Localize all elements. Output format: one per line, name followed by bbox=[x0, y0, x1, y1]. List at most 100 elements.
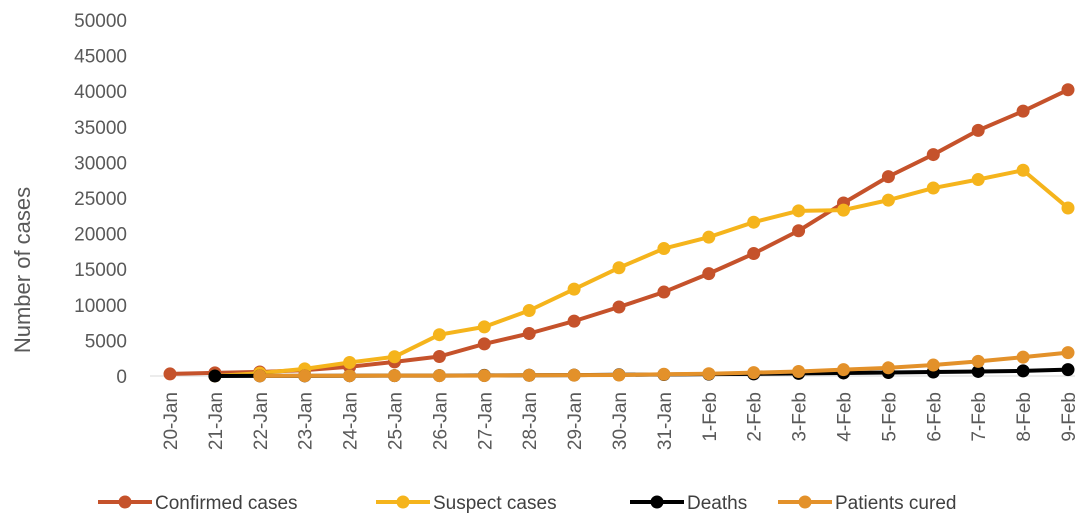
data-point bbox=[837, 363, 850, 377]
data-point bbox=[1061, 201, 1075, 215]
x-tick-label: 8-Feb bbox=[1014, 392, 1035, 442]
x-tick-label: 3-Feb bbox=[790, 392, 811, 442]
x-tick-label: 24-Jan bbox=[341, 392, 362, 450]
data-point bbox=[432, 328, 446, 342]
legend-item: Patients cured bbox=[778, 493, 956, 514]
x-tick-label: 31-Jan bbox=[655, 392, 676, 450]
y-axis-ticks: 0 5000 10000 15000 20000 25000 30000 35000 40000… bbox=[74, 11, 127, 388]
legend-item: Deaths bbox=[630, 493, 747, 514]
y-tick-label: 45000 bbox=[74, 47, 127, 68]
x-axis-ticks: 20-Jan 21-Jan 22-Jan 23-Jan 24-Jan 25-Jan 26-J… bbox=[161, 392, 1080, 450]
data-point bbox=[926, 181, 940, 195]
legend-label: Suspect cases bbox=[433, 493, 557, 514]
data-point bbox=[612, 261, 626, 275]
data-point bbox=[792, 224, 806, 238]
data-point bbox=[926, 148, 940, 162]
data-point bbox=[432, 369, 446, 383]
x-tick-label: 28-Jan bbox=[520, 392, 541, 450]
y-tick-label: 40000 bbox=[74, 82, 127, 103]
x-tick-label: 30-Jan bbox=[610, 392, 631, 450]
data-point bbox=[971, 364, 985, 378]
data-point bbox=[253, 369, 267, 383]
data-point bbox=[1016, 364, 1030, 378]
data-point bbox=[522, 368, 536, 382]
data-point bbox=[881, 170, 895, 184]
data-point bbox=[657, 242, 671, 256]
data-point bbox=[298, 369, 312, 383]
legend: Confirmed cases Suspect cases Deaths Patien… bbox=[98, 493, 956, 514]
x-tick-label: 21-Jan bbox=[206, 392, 227, 450]
data-point bbox=[343, 369, 357, 383]
x-tick-label: 7-Feb bbox=[969, 392, 990, 442]
data-point bbox=[971, 354, 985, 368]
y-tick-label: 0 bbox=[116, 367, 127, 388]
data-point bbox=[1016, 163, 1030, 177]
data-point bbox=[971, 172, 985, 186]
data-point bbox=[388, 350, 401, 364]
data-point bbox=[747, 215, 761, 229]
data-point bbox=[747, 247, 761, 261]
data-point bbox=[522, 303, 536, 317]
x-tick-label: 27-Jan bbox=[475, 392, 496, 450]
y-tick-label: 5000 bbox=[85, 331, 127, 352]
legend-swatch-marker bbox=[650, 495, 664, 509]
data-point bbox=[702, 230, 716, 244]
data-point bbox=[343, 355, 357, 369]
plot-area bbox=[150, 83, 1075, 383]
data-point bbox=[1061, 346, 1075, 360]
y-tick-label: 20000 bbox=[74, 225, 127, 246]
y-tick-label: 25000 bbox=[74, 189, 127, 210]
data-point bbox=[881, 193, 895, 207]
series-line bbox=[168, 87, 1070, 376]
data-point bbox=[208, 369, 222, 383]
data-point bbox=[567, 314, 581, 328]
data-point bbox=[163, 367, 177, 381]
data-point bbox=[567, 282, 581, 296]
data-point bbox=[837, 203, 850, 217]
y-tick-label: 30000 bbox=[74, 153, 127, 174]
data-point bbox=[792, 204, 806, 218]
data-point bbox=[657, 367, 671, 381]
series-1 bbox=[208, 163, 1075, 383]
legend-item: Suspect cases bbox=[376, 493, 557, 514]
data-point bbox=[567, 368, 581, 382]
legend-label: Confirmed cases bbox=[155, 493, 298, 514]
x-tick-label: 1-Feb bbox=[700, 392, 721, 442]
legend-swatch-marker bbox=[118, 495, 132, 509]
series-0 bbox=[163, 83, 1075, 381]
x-tick-label: 25-Jan bbox=[386, 392, 407, 450]
x-tick-label: 29-Jan bbox=[565, 392, 586, 450]
y-tick-label: 50000 bbox=[74, 11, 127, 32]
data-point bbox=[881, 361, 895, 375]
legend-label: Patients cured bbox=[835, 493, 956, 514]
data-point bbox=[522, 326, 536, 340]
data-point bbox=[1061, 83, 1075, 97]
data-point bbox=[792, 365, 806, 379]
data-point bbox=[1016, 350, 1030, 364]
data-point bbox=[926, 358, 940, 372]
data-point bbox=[432, 349, 446, 363]
x-tick-label: 4-Feb bbox=[835, 392, 856, 442]
series-3 bbox=[253, 346, 1075, 383]
y-axis-title: Number of cases bbox=[10, 187, 35, 353]
x-tick-label: 2-Feb bbox=[745, 392, 766, 442]
data-point bbox=[1016, 104, 1030, 118]
data-point bbox=[971, 123, 985, 137]
data-point bbox=[747, 366, 761, 380]
y-tick-label: 35000 bbox=[74, 118, 127, 139]
legend-item: Confirmed cases bbox=[98, 493, 298, 514]
legend-label: Deaths bbox=[687, 493, 747, 514]
x-tick-label: 5-Feb bbox=[879, 392, 900, 442]
data-point bbox=[702, 367, 716, 381]
y-tick-label: 15000 bbox=[74, 260, 127, 281]
legend-swatch-marker bbox=[396, 495, 410, 509]
x-tick-label: 26-Jan bbox=[430, 392, 451, 450]
y-tick-label: 10000 bbox=[74, 296, 127, 317]
x-tick-label: 20-Jan bbox=[161, 392, 182, 450]
series-line bbox=[212, 168, 1070, 378]
data-point bbox=[477, 369, 491, 383]
x-tick-label: 22-Jan bbox=[251, 392, 272, 450]
x-tick-label: 6-Feb bbox=[924, 392, 945, 442]
data-point bbox=[1061, 363, 1075, 377]
